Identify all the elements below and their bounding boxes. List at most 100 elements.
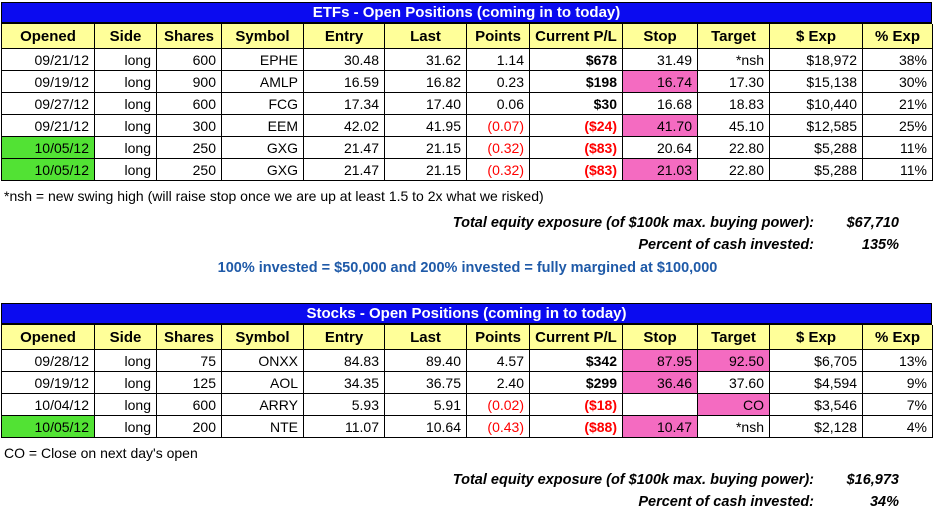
cell-opened[interactable]: 09/27/12 xyxy=(1,92,95,115)
cell-dollar-exp[interactable]: $12,585 xyxy=(769,114,863,137)
column-header-opened[interactable]: Opened xyxy=(1,325,95,350)
cell-last[interactable]: 10.64 xyxy=(384,415,467,438)
cell-last[interactable]: 16.82 xyxy=(384,70,467,93)
cell-side[interactable]: long xyxy=(94,349,157,372)
column-header-shares[interactable]: Shares xyxy=(156,325,222,350)
column-header-current-pl[interactable]: Current P/L xyxy=(529,24,623,49)
cell-last[interactable]: 17.40 xyxy=(384,92,467,115)
cell-stop[interactable]: 16.74 xyxy=(622,70,698,93)
column-header-dollar-exp[interactable]: $ Exp xyxy=(769,24,863,49)
column-header-dollar-exp[interactable]: $ Exp xyxy=(769,325,863,350)
cell-dollar-exp[interactable]: $5,288 xyxy=(769,158,863,181)
cell-target[interactable]: 92.50 xyxy=(697,349,770,372)
cell-symbol[interactable]: FCG xyxy=(221,92,304,115)
cell-target[interactable]: 22.80 xyxy=(697,158,770,181)
cell-current-pl[interactable]: ($24) xyxy=(529,114,623,137)
cell-opened[interactable]: 10/05/12 xyxy=(1,136,95,159)
cell-points[interactable]: (0.32) xyxy=(466,136,530,159)
column-header-shares[interactable]: Shares xyxy=(156,24,222,49)
cell-stop[interactable]: 87.95 xyxy=(622,349,698,372)
column-header-points[interactable]: Points xyxy=(466,24,530,49)
cell-pct-exp[interactable]: 9% xyxy=(862,371,933,394)
cell-last[interactable]: 41.95 xyxy=(384,114,467,137)
cell-opened[interactable]: 10/05/12 xyxy=(1,415,95,438)
cell-current-pl[interactable]: $678 xyxy=(529,48,623,71)
column-header-target[interactable]: Target xyxy=(697,24,770,49)
cell-target[interactable]: *nsh xyxy=(697,415,770,438)
cell-points[interactable]: 2.40 xyxy=(466,371,530,394)
cell-side[interactable]: long xyxy=(94,70,157,93)
cell-last[interactable]: 21.15 xyxy=(384,158,467,181)
cell-entry[interactable]: 21.47 xyxy=(303,158,385,181)
cell-pct-exp[interactable]: 21% xyxy=(862,92,933,115)
column-header-side[interactable]: Side xyxy=(94,24,157,49)
cell-last[interactable]: 36.75 xyxy=(384,371,467,394)
cell-symbol[interactable]: ARRY xyxy=(221,393,304,416)
cell-stop[interactable]: 36.46 xyxy=(622,371,698,394)
cell-side[interactable]: long xyxy=(94,136,157,159)
cell-current-pl[interactable]: $299 xyxy=(529,371,623,394)
column-header-pct-exp[interactable]: % Exp xyxy=(862,325,933,350)
column-header-entry[interactable]: Entry xyxy=(303,24,385,49)
cell-shares[interactable]: 600 xyxy=(156,92,222,115)
cell-target[interactable]: CO xyxy=(697,393,770,416)
cell-dollar-exp[interactable]: $5,288 xyxy=(769,136,863,159)
cell-opened[interactable]: 09/19/12 xyxy=(1,70,95,93)
cell-symbol[interactable]: EEM xyxy=(221,114,304,137)
cell-side[interactable]: long xyxy=(94,415,157,438)
cell-points[interactable]: 1.14 xyxy=(466,48,530,71)
cell-side[interactable]: long xyxy=(94,371,157,394)
cell-current-pl[interactable]: ($18) xyxy=(529,393,623,416)
cell-entry[interactable]: 42.02 xyxy=(303,114,385,137)
cell-dollar-exp[interactable]: $10,440 xyxy=(769,92,863,115)
cell-dollar-exp[interactable]: $6,705 xyxy=(769,349,863,372)
cell-symbol[interactable]: GXG xyxy=(221,158,304,181)
cell-points[interactable]: 4.57 xyxy=(466,349,530,372)
cell-points[interactable]: 0.06 xyxy=(466,92,530,115)
cell-side[interactable]: long xyxy=(94,92,157,115)
cell-current-pl[interactable]: ($83) xyxy=(529,158,623,181)
cell-stop[interactable]: 16.68 xyxy=(622,92,698,115)
cell-opened[interactable]: 09/28/12 xyxy=(1,349,95,372)
cell-points[interactable]: (0.32) xyxy=(466,158,530,181)
cell-points[interactable]: (0.02) xyxy=(466,393,530,416)
cell-symbol[interactable]: EPHE xyxy=(221,48,304,71)
cell-opened[interactable]: 09/19/12 xyxy=(1,371,95,394)
cell-shares[interactable]: 125 xyxy=(156,371,222,394)
cell-points[interactable]: (0.43) xyxy=(466,415,530,438)
cell-opened[interactable]: 09/21/12 xyxy=(1,114,95,137)
cell-dollar-exp[interactable]: $2,128 xyxy=(769,415,863,438)
cell-entry[interactable]: 21.47 xyxy=(303,136,385,159)
cell-target[interactable]: 45.10 xyxy=(697,114,770,137)
cell-dollar-exp[interactable]: $4,594 xyxy=(769,371,863,394)
cell-shares[interactable]: 300 xyxy=(156,114,222,137)
cell-pct-exp[interactable]: 11% xyxy=(862,136,933,159)
column-header-pct-exp[interactable]: % Exp xyxy=(862,24,933,49)
cell-dollar-exp[interactable]: $15,138 xyxy=(769,70,863,93)
column-header-current-pl[interactable]: Current P/L xyxy=(529,325,623,350)
cell-last[interactable]: 89.40 xyxy=(384,349,467,372)
cell-entry[interactable]: 5.93 xyxy=(303,393,385,416)
cell-entry[interactable]: 84.83 xyxy=(303,349,385,372)
cell-stop[interactable]: 21.03 xyxy=(622,158,698,181)
column-header-stop[interactable]: Stop xyxy=(622,24,698,49)
column-header-last[interactable]: Last xyxy=(384,24,467,49)
cell-stop[interactable]: 10.47 xyxy=(622,415,698,438)
cell-pct-exp[interactable]: 4% xyxy=(862,415,933,438)
cell-last[interactable]: 31.62 xyxy=(384,48,467,71)
column-header-symbol[interactable]: Symbol xyxy=(221,24,304,49)
cell-shares[interactable]: 250 xyxy=(156,136,222,159)
cell-current-pl[interactable]: ($88) xyxy=(529,415,623,438)
cell-pct-exp[interactable]: 7% xyxy=(862,393,933,416)
cell-stop[interactable] xyxy=(622,393,698,416)
cell-side[interactable]: long xyxy=(94,114,157,137)
cell-shares[interactable]: 600 xyxy=(156,48,222,71)
cell-shares[interactable]: 75 xyxy=(156,349,222,372)
cell-target[interactable]: 22.80 xyxy=(697,136,770,159)
cell-side[interactable]: long xyxy=(94,393,157,416)
cell-target[interactable]: *nsh xyxy=(697,48,770,71)
cell-opened[interactable]: 10/04/12 xyxy=(1,393,95,416)
cell-current-pl[interactable]: ($83) xyxy=(529,136,623,159)
cell-entry[interactable]: 30.48 xyxy=(303,48,385,71)
cell-target[interactable]: 37.60 xyxy=(697,371,770,394)
